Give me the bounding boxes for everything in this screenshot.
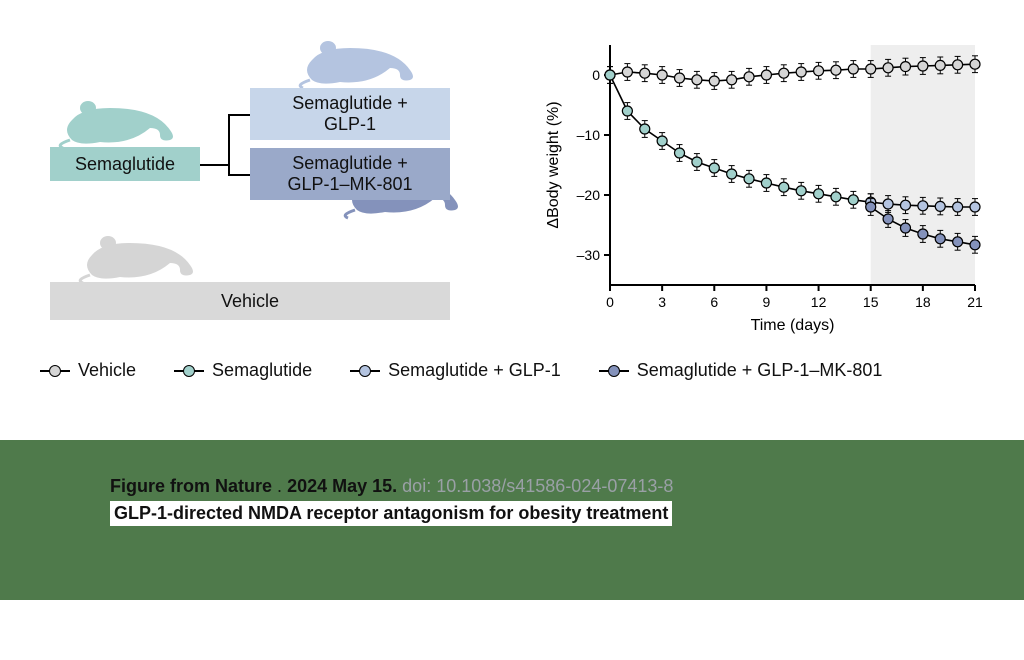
- box-vehicle: Vehicle: [50, 282, 450, 320]
- connector: [228, 114, 250, 116]
- svg-text:–20: –20: [577, 187, 601, 203]
- caption-source: Figure from Nature . 2024 May 15. doi: 1…: [110, 476, 1024, 497]
- legend-marker: [40, 364, 70, 378]
- svg-text:21: 21: [967, 294, 983, 310]
- box-semaglutide: Semaglutide: [50, 147, 200, 181]
- svg-text:Time (days): Time (days): [751, 317, 835, 334]
- svg-text:–10: –10: [577, 127, 601, 143]
- connector: [200, 164, 228, 166]
- legend-marker: [350, 364, 380, 378]
- mouse-vehicle: [70, 225, 210, 285]
- svg-text:0: 0: [592, 67, 600, 83]
- svg-text:0: 0: [606, 294, 614, 310]
- mouse-sema-glp1: [285, 30, 435, 90]
- legend: Vehicle Semaglutide Semaglutide + GLP-1 Sem…: [40, 360, 1000, 381]
- svg-text:3: 3: [658, 294, 666, 310]
- connector: [228, 174, 250, 176]
- legend-label: Semaglutide + GLP-1–MK-801: [637, 360, 883, 381]
- caption-title: GLP-1-directed NMDA receptor antagonism …: [110, 501, 672, 526]
- body-weight-chart: 0 –10 –20 –30 0 3 6 9 12 15 18 21 ΔBody weight (%) Ti…: [540, 30, 990, 340]
- experiment-diagram: Semaglutide Semaglutide + GLP-1 Semaglut…: [40, 30, 480, 340]
- svg-text:–30: –30: [577, 247, 601, 263]
- svg-text:15: 15: [863, 294, 879, 310]
- legend-label: Vehicle: [78, 360, 136, 381]
- svg-text:ΔBody weight (%): ΔBody weight (%): [545, 101, 562, 228]
- legend-item: Semaglutide: [174, 360, 312, 381]
- legend-item: Semaglutide + GLP-1: [350, 360, 561, 381]
- svg-text:12: 12: [811, 294, 827, 310]
- legend-label: Semaglutide + GLP-1: [388, 360, 561, 381]
- legend-label: Semaglutide: [212, 360, 312, 381]
- box-sema-glp1: Semaglutide + GLP-1: [250, 88, 450, 140]
- mouse-semaglutide: [50, 90, 190, 150]
- legend-marker: [174, 364, 204, 378]
- svg-text:18: 18: [915, 294, 931, 310]
- legend-marker: [599, 364, 629, 378]
- svg-text:9: 9: [763, 294, 771, 310]
- legend-item: Vehicle: [40, 360, 136, 381]
- legend-item: Semaglutide + GLP-1–MK-801: [599, 360, 883, 381]
- svg-text:6: 6: [710, 294, 718, 310]
- box-sema-glp1-mk801: Semaglutide + GLP-1–MK-801: [250, 148, 450, 200]
- caption-bar: Figure from Nature . 2024 May 15. doi: 1…: [0, 440, 1024, 600]
- connector: [228, 114, 230, 176]
